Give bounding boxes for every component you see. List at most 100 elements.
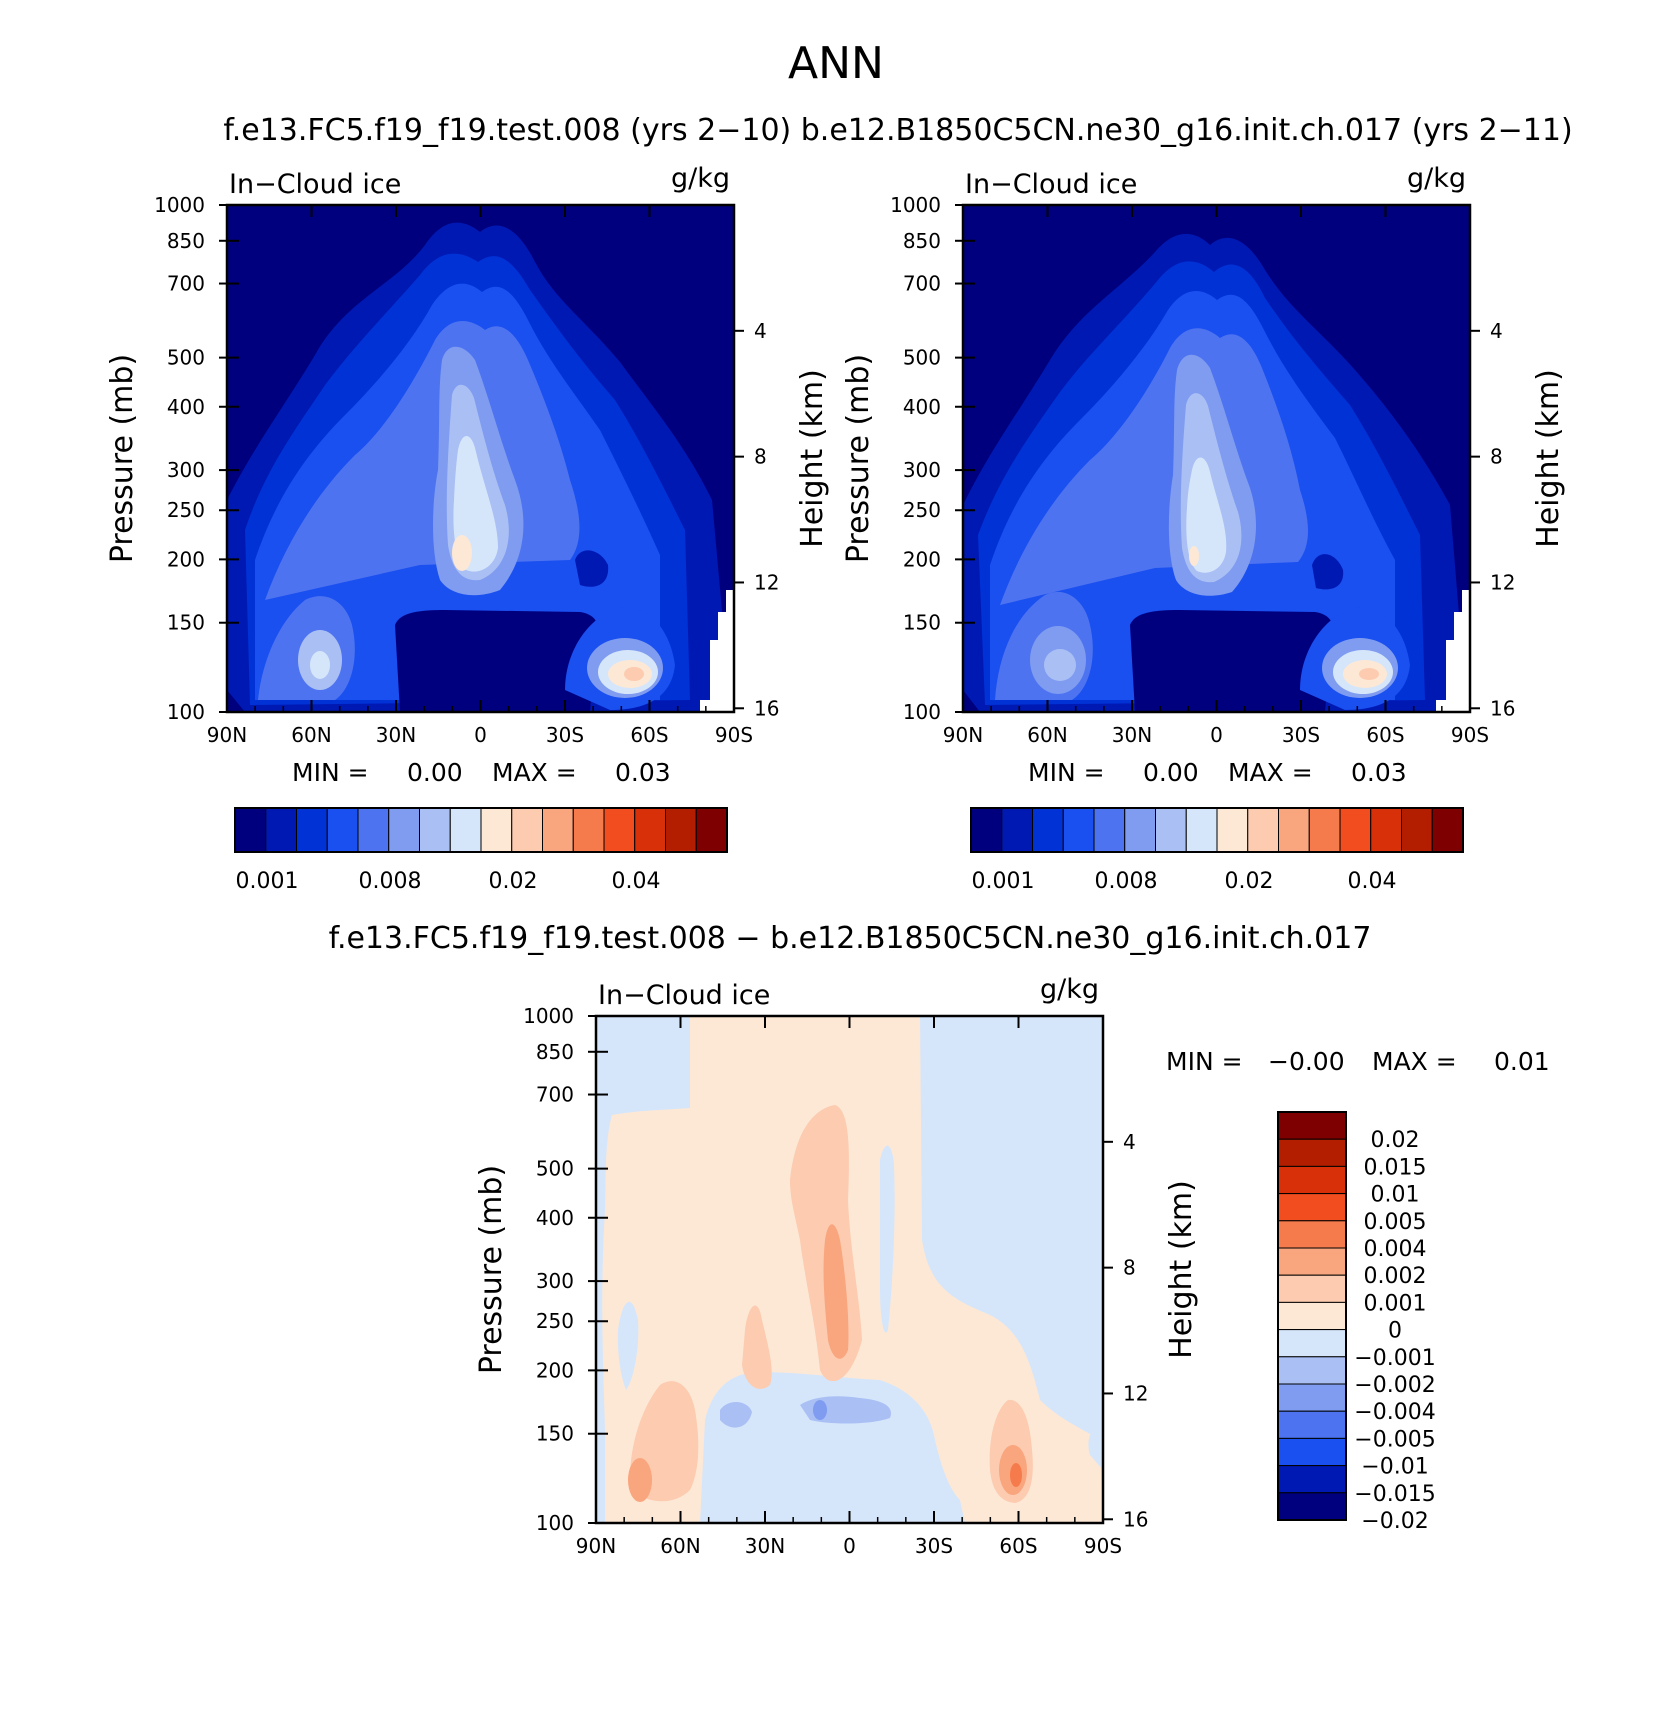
colorbar-box	[1277, 1301, 1347, 1331]
colorbar-box	[1277, 1220, 1347, 1249]
colorbar-panel-model: MIN = 0.00 MAX = 0.03 0.001 0.008 0.02 0.04	[234, 758, 728, 894]
colorbar-box	[1277, 1383, 1347, 1412]
colorbar-label: −0.01	[1361, 1455, 1428, 1480]
x-tick-label: 30N	[745, 1534, 785, 1558]
x-tick-label: 0	[474, 723, 487, 747]
x-tick-label: 60N	[291, 723, 331, 747]
colorbar-box	[1277, 1247, 1347, 1276]
x-tick-label: 30N	[376, 723, 416, 747]
x-tick-label: 90S	[1451, 723, 1489, 747]
axes-panel-diff: 90N 60N 30N 0 30S 60S 90S 100 150 200 250 300 400 500…	[474, 974, 1199, 1558]
colorbar-box	[1339, 807, 1372, 853]
colorbar-box	[265, 807, 297, 853]
y2-tick-label: 8	[1123, 1256, 1136, 1280]
no-data-corner	[1436, 590, 1470, 712]
contour-level-0.015	[1186, 457, 1227, 573]
contour-field	[227, 222, 734, 712]
panel-title: In−Cloud ice	[229, 169, 401, 200]
y-tick-label: 250	[903, 498, 941, 522]
colorbar-box	[1278, 807, 1310, 853]
min-label: MIN =	[292, 758, 369, 787]
season-title: ANN	[788, 38, 884, 89]
colorbar-box	[1277, 1465, 1347, 1494]
colorbar-box	[1247, 807, 1279, 853]
y2-tick-label: 8	[1490, 445, 1503, 469]
x-tick-label: 90N	[207, 723, 247, 747]
colorbar-label: 0.015	[1364, 1155, 1427, 1180]
contour-negative-pocket-west	[617, 1301, 639, 1390]
x-tick-label: 30S	[915, 1534, 953, 1558]
y-tick-label: 300	[536, 1269, 574, 1293]
y-tick-label: 150	[903, 611, 941, 635]
x-tick-label: 90S	[1084, 1534, 1122, 1558]
colorbar-box	[572, 807, 605, 853]
colorbar-label: 0.001	[1364, 1291, 1427, 1316]
y2-tick-label: 16	[754, 696, 779, 720]
y2-tick-label: 4	[754, 319, 767, 343]
y-tick-label: 250	[536, 1309, 574, 1333]
dry-pocket-south	[575, 550, 609, 587]
colorbar-box	[1001, 807, 1033, 853]
y-tick-label: 300	[903, 458, 941, 482]
y-tick-label: 200	[167, 547, 205, 571]
units-label: g/kg	[1407, 163, 1466, 194]
colorbar-box	[1062, 807, 1095, 853]
x-tick-label: 90N	[576, 1534, 616, 1558]
colorbar-box	[234, 807, 267, 853]
y-axis-label: Pressure (mb)	[841, 354, 876, 563]
dry-layer-mask	[1130, 610, 1334, 712]
y-axis-label: Pressure (mb)	[474, 1165, 509, 1374]
colorbar-label: 0	[1388, 1319, 1402, 1344]
dry-layer-mask	[395, 610, 599, 712]
max-value: 0.01	[1494, 1047, 1550, 1076]
colorbar-box	[1277, 1165, 1347, 1195]
colorbar-label: −0.002	[1354, 1373, 1435, 1398]
colorbar-label: −0.005	[1354, 1427, 1435, 1452]
colorbar-box	[1277, 1193, 1347, 1222]
y-tick-label: 500	[167, 346, 205, 370]
colorbar-label: 0.04	[612, 869, 661, 894]
colorbar-label: −0.02	[1361, 1509, 1428, 1534]
y-tick-label: 850	[903, 229, 941, 253]
colorbar-box	[449, 807, 482, 853]
min-value: 0.00	[1143, 758, 1199, 787]
x-tick-label: 90S	[715, 723, 753, 747]
y-tick-label: 250	[167, 498, 205, 522]
panel-diff: 90N 60N 30N 0 30S 60S 90S 100 150 200 250 300 400 500…	[474, 974, 1199, 1558]
colorbar-box	[1431, 807, 1464, 853]
y2-tick-label: 12	[1490, 570, 1515, 594]
colorbar-label: −0.015	[1354, 1482, 1435, 1507]
y-tick-label: 400	[903, 395, 941, 419]
colorbar-label: 0.004	[1364, 1237, 1427, 1262]
y-tick-label: 200	[536, 1358, 574, 1382]
colorbar-label: 0.02	[489, 869, 538, 894]
colorbar-box	[326, 807, 359, 853]
y2-tick-label: 16	[1490, 696, 1515, 720]
x-tick-label: 90N	[943, 723, 983, 747]
axes-panel-obs: 90N 60N 30N 0 30S 60S 90S 100 150 200 250 300 400 500…	[841, 163, 1566, 747]
contour-level-0.002-b	[628, 1458, 652, 1502]
max-label: MAX =	[1228, 758, 1313, 787]
x-tick-label: 30S	[1282, 723, 1320, 747]
axes-panel-model: 90N 60N 30N 0 30S 60S 90S 100 150 200 250 300 400 500…	[105, 163, 830, 747]
colorbar-label: 0.02	[1225, 869, 1274, 894]
max-label: MAX =	[492, 758, 577, 787]
y-tick-label: 100	[903, 700, 941, 724]
y-tick-label: 700	[536, 1083, 574, 1107]
contour-level-0.02	[1189, 546, 1199, 566]
contour-field	[963, 233, 1470, 712]
y2-tick-label: 12	[754, 570, 779, 594]
contour-level-0.004-c	[1010, 1463, 1022, 1487]
low-level-center-north	[1044, 649, 1076, 681]
difference-title: f.e13.FC5.f19_f19.test.008 − b.e12.B1850…	[329, 921, 1372, 956]
colorbar-box	[1370, 807, 1402, 853]
colorbar-box	[1093, 807, 1126, 853]
colorbar-box	[665, 807, 697, 853]
y-tick-label: 1000	[523, 1004, 574, 1028]
colorbar-box	[542, 807, 574, 853]
colorbar-box	[1032, 807, 1064, 853]
colorbar-box	[1308, 807, 1341, 853]
y-tick-label: 500	[903, 346, 941, 370]
colorbar-box	[511, 807, 543, 853]
y2-tick-label: 4	[1490, 319, 1503, 343]
